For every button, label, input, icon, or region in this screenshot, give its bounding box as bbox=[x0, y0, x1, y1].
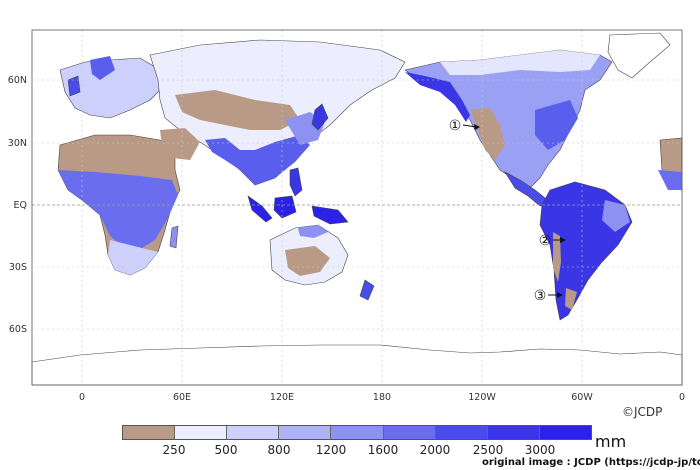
landmass-indonesia-borneo bbox=[273, 195, 297, 219]
legend-tick-800: 800 bbox=[267, 443, 291, 457]
region-na-pacific-coast bbox=[405, 72, 470, 122]
region-scandinavia-coast bbox=[90, 56, 115, 80]
landmass-indonesia-sumatra bbox=[247, 195, 273, 223]
copyright-label: ©JCDP bbox=[622, 405, 663, 419]
lon-label-180: 180 bbox=[373, 392, 391, 403]
region-africa-tropics bbox=[58, 170, 178, 248]
legend-swatch-2 bbox=[227, 426, 280, 439]
legend-swatch-0 bbox=[123, 426, 176, 439]
legend-tick-500: 500 bbox=[214, 443, 238, 457]
landmass-new-guinea bbox=[311, 205, 349, 225]
legend-swatch-8 bbox=[539, 426, 591, 439]
region-na-east-wet bbox=[535, 100, 578, 150]
legend-swatch-3 bbox=[279, 426, 332, 439]
region-australia-interior-dry bbox=[285, 246, 330, 276]
landmass-antarctica bbox=[31, 344, 683, 386]
landmass-british-isles bbox=[67, 75, 81, 97]
map-frame bbox=[31, 29, 683, 386]
region-sa-atacama-dry bbox=[553, 232, 561, 282]
lat-label-60s: 60S bbox=[9, 324, 27, 335]
legend-tick-2500: 2500 bbox=[472, 443, 504, 457]
legend-swatch-7 bbox=[487, 426, 540, 439]
lat-label-30n: 30N bbox=[8, 138, 27, 149]
marker-3-arrowhead bbox=[557, 292, 563, 298]
region-australia-north-wet bbox=[298, 225, 328, 238]
landmass-philippines bbox=[289, 167, 303, 197]
landmass-greenland bbox=[607, 32, 671, 79]
lon-label-60e: 60E bbox=[173, 392, 191, 403]
legend-unit-label: mm bbox=[595, 432, 627, 451]
marker-2-arrowhead bbox=[560, 237, 566, 243]
lat-label-60n: 60N bbox=[8, 75, 27, 86]
legend-swatch-5 bbox=[383, 426, 436, 439]
legend-tick-250: 250 bbox=[162, 443, 186, 457]
marker-1-glyph: ① bbox=[449, 118, 462, 134]
lon-label-0: 0 bbox=[79, 392, 85, 403]
graticule bbox=[32, 30, 682, 385]
marker-3: ③ bbox=[534, 288, 563, 304]
color-legend-bar bbox=[122, 425, 592, 440]
region-sa-patagonia-dry bbox=[565, 288, 577, 310]
lon-label-0-east: 0 bbox=[679, 392, 685, 403]
source-credit: original image : JCDP (https://jcdp-jp/t… bbox=[482, 457, 700, 468]
marker-3-glyph: ③ bbox=[534, 288, 547, 304]
legend-tick-2000: 2000 bbox=[419, 443, 451, 457]
lat-label-eq: EQ bbox=[14, 200, 27, 211]
marker-1-arrowhead bbox=[474, 124, 480, 130]
region-south-asia-wet bbox=[205, 135, 310, 185]
region-na-west-dry bbox=[470, 108, 505, 160]
region-na-north-light bbox=[440, 50, 600, 75]
lon-label-120w: 120W bbox=[468, 392, 496, 403]
marker-2: ② bbox=[539, 233, 566, 249]
landmass-japan bbox=[311, 103, 329, 131]
marker-2-glyph: ② bbox=[539, 233, 552, 249]
legend-tick-1600: 1600 bbox=[367, 443, 399, 457]
legend-swatch-4 bbox=[331, 426, 384, 439]
legend-swatch-6 bbox=[435, 426, 488, 439]
region-asia-central-dry bbox=[175, 90, 300, 130]
landmass-new-zealand bbox=[359, 279, 375, 301]
lat-label-30s: 30S bbox=[9, 262, 27, 273]
region-africa-south-light bbox=[108, 240, 158, 275]
lon-label-60w: 60W bbox=[571, 392, 593, 403]
marker-1: ① bbox=[449, 118, 480, 134]
region-sa-northeast bbox=[602, 200, 630, 232]
region-arabia-dry bbox=[160, 128, 200, 160]
legend-swatch-1 bbox=[175, 426, 228, 439]
region-africa-wrap-tropics bbox=[658, 170, 682, 190]
lon-label-120e: 120E bbox=[270, 392, 294, 403]
legend-tick-3000: 3000 bbox=[524, 443, 556, 457]
landmass-madagascar bbox=[169, 225, 179, 249]
legend-tick-1200: 1200 bbox=[315, 443, 347, 457]
